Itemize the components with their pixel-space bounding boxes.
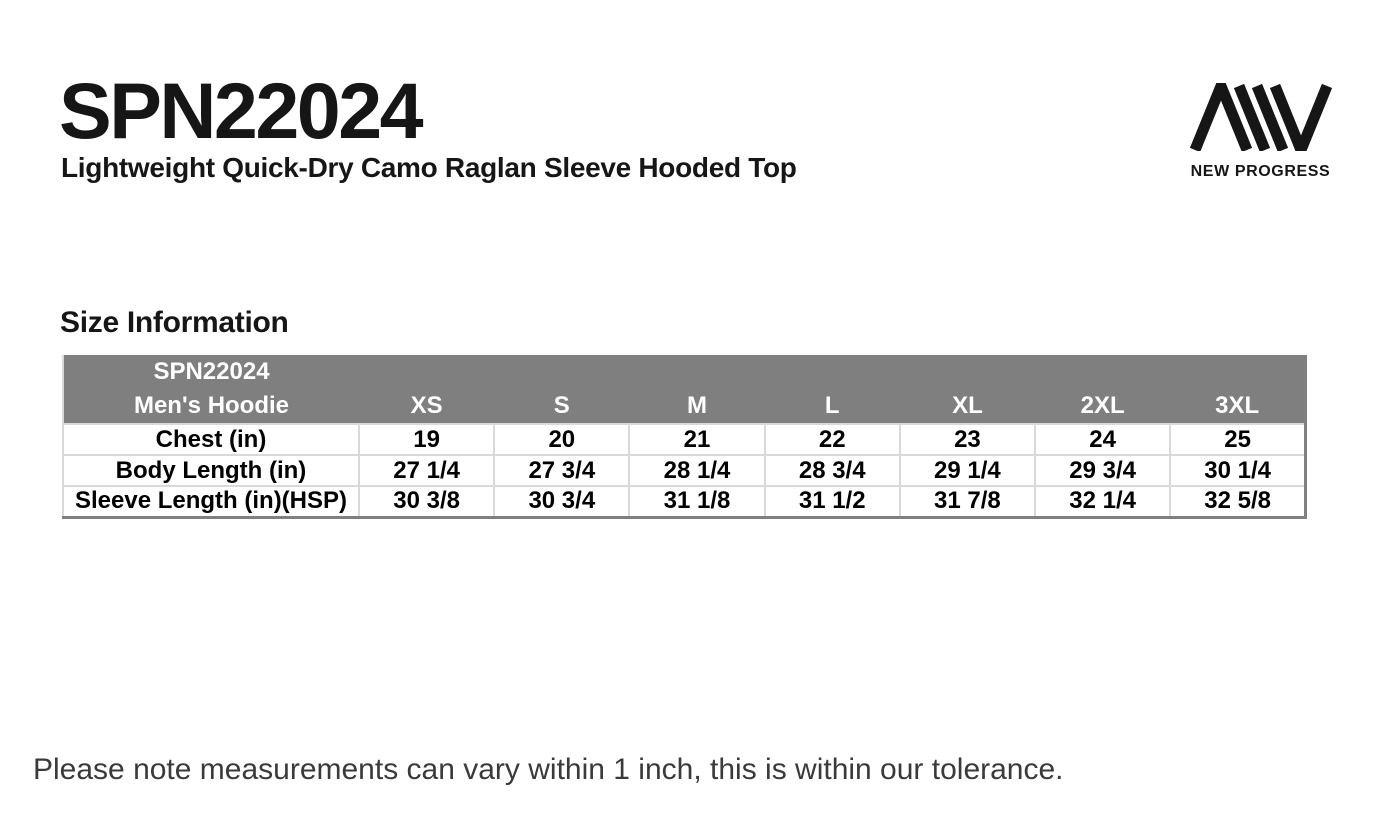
size-column-header-s: S [494,355,630,424]
row-label: Sleeve Length (in)(HSP) [62,485,360,518]
measurement-cell: 29 3/4 [1034,454,1172,487]
size-chart-table: SPN22024 Men's Hoodie XS S M L XL 2XL 3X… [62,355,1307,519]
size-column-header-xl: XL [899,355,1036,424]
size-column-header-xs: XS [359,355,495,424]
measurement-cell: 28 1/4 [628,454,766,487]
table-row-chest: Chest (in) 19 20 21 22 23 24 25 [62,423,1307,456]
measurement-cell: 31 1/8 [628,485,766,518]
measurement-cell: 24 [1034,423,1172,456]
measurement-cell: 25 [1169,423,1307,456]
row-label: Body Length (in) [62,454,360,487]
table-corner-header: SPN22024 Men's Hoodie [63,355,359,424]
row-label: Chest (in) [62,423,360,456]
size-column-header-3xl: 3XL [1170,355,1306,424]
measurement-cell: 30 1/4 [1169,454,1307,487]
size-column-header-2xl: 2XL [1035,355,1171,424]
measurement-cell: 23 [898,423,1037,456]
product-subtitle: Lightweight Quick-Dry Camo Raglan Sleeve… [61,152,797,183]
product-code-header: SPN22024 [153,358,270,385]
table-header-row: SPN22024 Men's Hoodie XS S M L XL 2XL 3X… [63,355,1306,424]
measurement-cell: 32 1/4 [1034,485,1172,518]
page-title: SPN22024 [59,66,424,155]
size-column-header-m: M [629,355,765,424]
brand-logo: NEW PROGRESS [1189,83,1332,181]
aw-monogram-icon [1189,83,1332,151]
measurement-cell: 28 3/4 [763,454,901,487]
measurement-cell: 22 [763,423,901,456]
measurement-cell: 19 [357,423,496,456]
measurement-cell: 29 1/4 [898,454,1037,487]
measurement-cell: 31 7/8 [898,485,1037,518]
measurement-cell: 27 1/4 [357,454,496,487]
measurement-cell: 31 1/2 [763,485,901,518]
product-name-header: Men's Hoodie [133,392,290,419]
table-row-sleeve-length: Sleeve Length (in)(HSP) 30 3/8 30 3/4 31… [62,485,1307,518]
table-row-body-length: Body Length (in) 27 1/4 27 3/4 28 1/4 28… [62,454,1307,487]
measurement-cell: 20 [493,423,631,456]
measurement-cell: 32 5/8 [1169,485,1307,518]
size-column-header-l: L [764,355,900,424]
size-information-heading: Size Information [60,306,289,339]
measurement-cell: 30 3/4 [493,485,631,518]
tolerance-note: Please note measurements can vary within… [33,753,1064,786]
brand-name: NEW PROGRESS [1190,163,1331,180]
measurement-cell: 27 3/4 [493,454,631,487]
measurement-cell: 30 3/8 [357,485,496,518]
measurement-cell: 21 [628,423,766,456]
